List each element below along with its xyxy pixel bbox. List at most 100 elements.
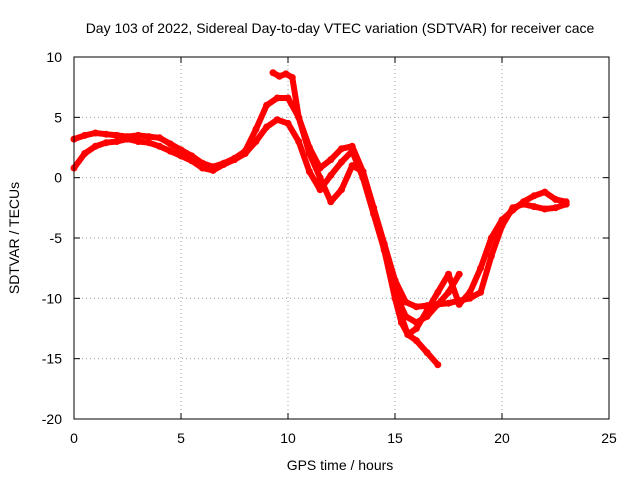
data-point xyxy=(295,138,303,145)
data-point xyxy=(198,164,206,172)
data-point xyxy=(156,142,164,150)
data-point xyxy=(370,204,378,212)
series-trace-1 xyxy=(70,94,570,311)
data-point xyxy=(552,204,559,212)
data-point xyxy=(252,125,260,133)
x-tick-label: 15 xyxy=(387,430,403,446)
x-tick-label: 10 xyxy=(280,430,296,446)
data-point xyxy=(273,116,281,124)
data-point xyxy=(477,264,485,272)
data-point xyxy=(434,300,442,308)
data-point xyxy=(166,147,174,155)
data-point xyxy=(412,325,420,332)
data-point xyxy=(338,186,345,194)
y-tick-label: 5 xyxy=(54,109,62,125)
data-point xyxy=(412,303,420,311)
data-point xyxy=(263,101,271,109)
y-tick-label: -10 xyxy=(42,290,62,306)
data-point xyxy=(509,206,517,214)
x-tick-label: 0 xyxy=(70,430,78,446)
data-point xyxy=(445,288,452,296)
data-point xyxy=(252,138,260,145)
data-point xyxy=(348,142,356,150)
data-point xyxy=(305,150,313,157)
data-point xyxy=(397,312,405,320)
data-point xyxy=(327,156,335,164)
data-point xyxy=(327,171,335,179)
data-point xyxy=(273,94,281,102)
data-point xyxy=(327,198,335,206)
data-point xyxy=(91,142,99,150)
series-trace-4 xyxy=(397,188,570,338)
data-point xyxy=(156,134,164,142)
data-point xyxy=(530,192,538,200)
data-point xyxy=(284,94,292,102)
data-point xyxy=(282,70,290,78)
data-point xyxy=(81,150,89,157)
data-point xyxy=(145,133,153,141)
data-point xyxy=(113,131,121,139)
y-tick-label: -15 xyxy=(42,351,62,367)
data-point xyxy=(338,158,345,166)
data-point xyxy=(134,138,142,145)
data-point xyxy=(541,205,549,213)
data-point xyxy=(434,361,442,369)
data-point xyxy=(284,119,292,127)
axis-ticks: 0 5 10 15 20 25 -20 -15 -10 -5 0 5 10 xyxy=(42,49,617,446)
x-tick-label: 20 xyxy=(494,430,510,446)
data-point xyxy=(177,146,185,154)
data-point xyxy=(498,216,506,224)
y-tick-label: 0 xyxy=(54,170,62,186)
data-point xyxy=(348,162,356,170)
data-point xyxy=(466,288,474,296)
data-point xyxy=(275,72,283,80)
data-point xyxy=(412,337,420,345)
x-tick-label: 5 xyxy=(177,430,185,446)
data-point xyxy=(166,140,174,148)
data-point xyxy=(445,299,452,307)
data-point xyxy=(177,152,185,160)
data-point xyxy=(477,288,485,296)
data-point xyxy=(455,300,463,308)
data-point xyxy=(445,270,452,278)
data-point xyxy=(231,156,238,164)
data-point xyxy=(241,150,249,157)
data-point xyxy=(145,139,153,147)
y-tick-label: 10 xyxy=(46,49,62,65)
data-point xyxy=(530,203,538,211)
x-tick-label: 25 xyxy=(601,430,617,446)
data-point xyxy=(113,138,121,145)
data-point xyxy=(338,145,345,153)
data-point xyxy=(402,298,410,306)
data-point xyxy=(348,147,356,155)
data-point xyxy=(305,168,313,176)
data-point xyxy=(288,74,296,81)
y-tick-label: -20 xyxy=(42,411,62,427)
data-point xyxy=(487,252,495,260)
data-point xyxy=(552,195,559,203)
data-point xyxy=(102,139,110,147)
y-tick-label: -5 xyxy=(50,230,63,246)
data-point xyxy=(541,188,549,196)
data-series-layer xyxy=(70,69,570,369)
data-point xyxy=(263,123,271,131)
y-axis-label: SDTVAR / TECUs xyxy=(6,182,22,294)
data-point xyxy=(519,198,527,206)
chart-title: Day 103 of 2022, Sidereal Day-to-day VTE… xyxy=(86,20,595,36)
data-point xyxy=(91,129,99,137)
x-axis-label: GPS time / hours xyxy=(287,457,394,473)
series-line xyxy=(71,95,570,310)
data-point xyxy=(455,270,463,278)
data-point xyxy=(81,131,89,139)
data-point xyxy=(269,69,277,77)
data-point xyxy=(434,288,442,296)
data-point xyxy=(423,306,431,314)
data-point xyxy=(404,331,412,338)
data-point xyxy=(124,135,131,143)
data-point xyxy=(295,113,303,121)
data-point xyxy=(391,294,399,302)
data-point xyxy=(423,349,431,357)
data-point xyxy=(316,174,324,182)
data-point xyxy=(102,130,110,138)
